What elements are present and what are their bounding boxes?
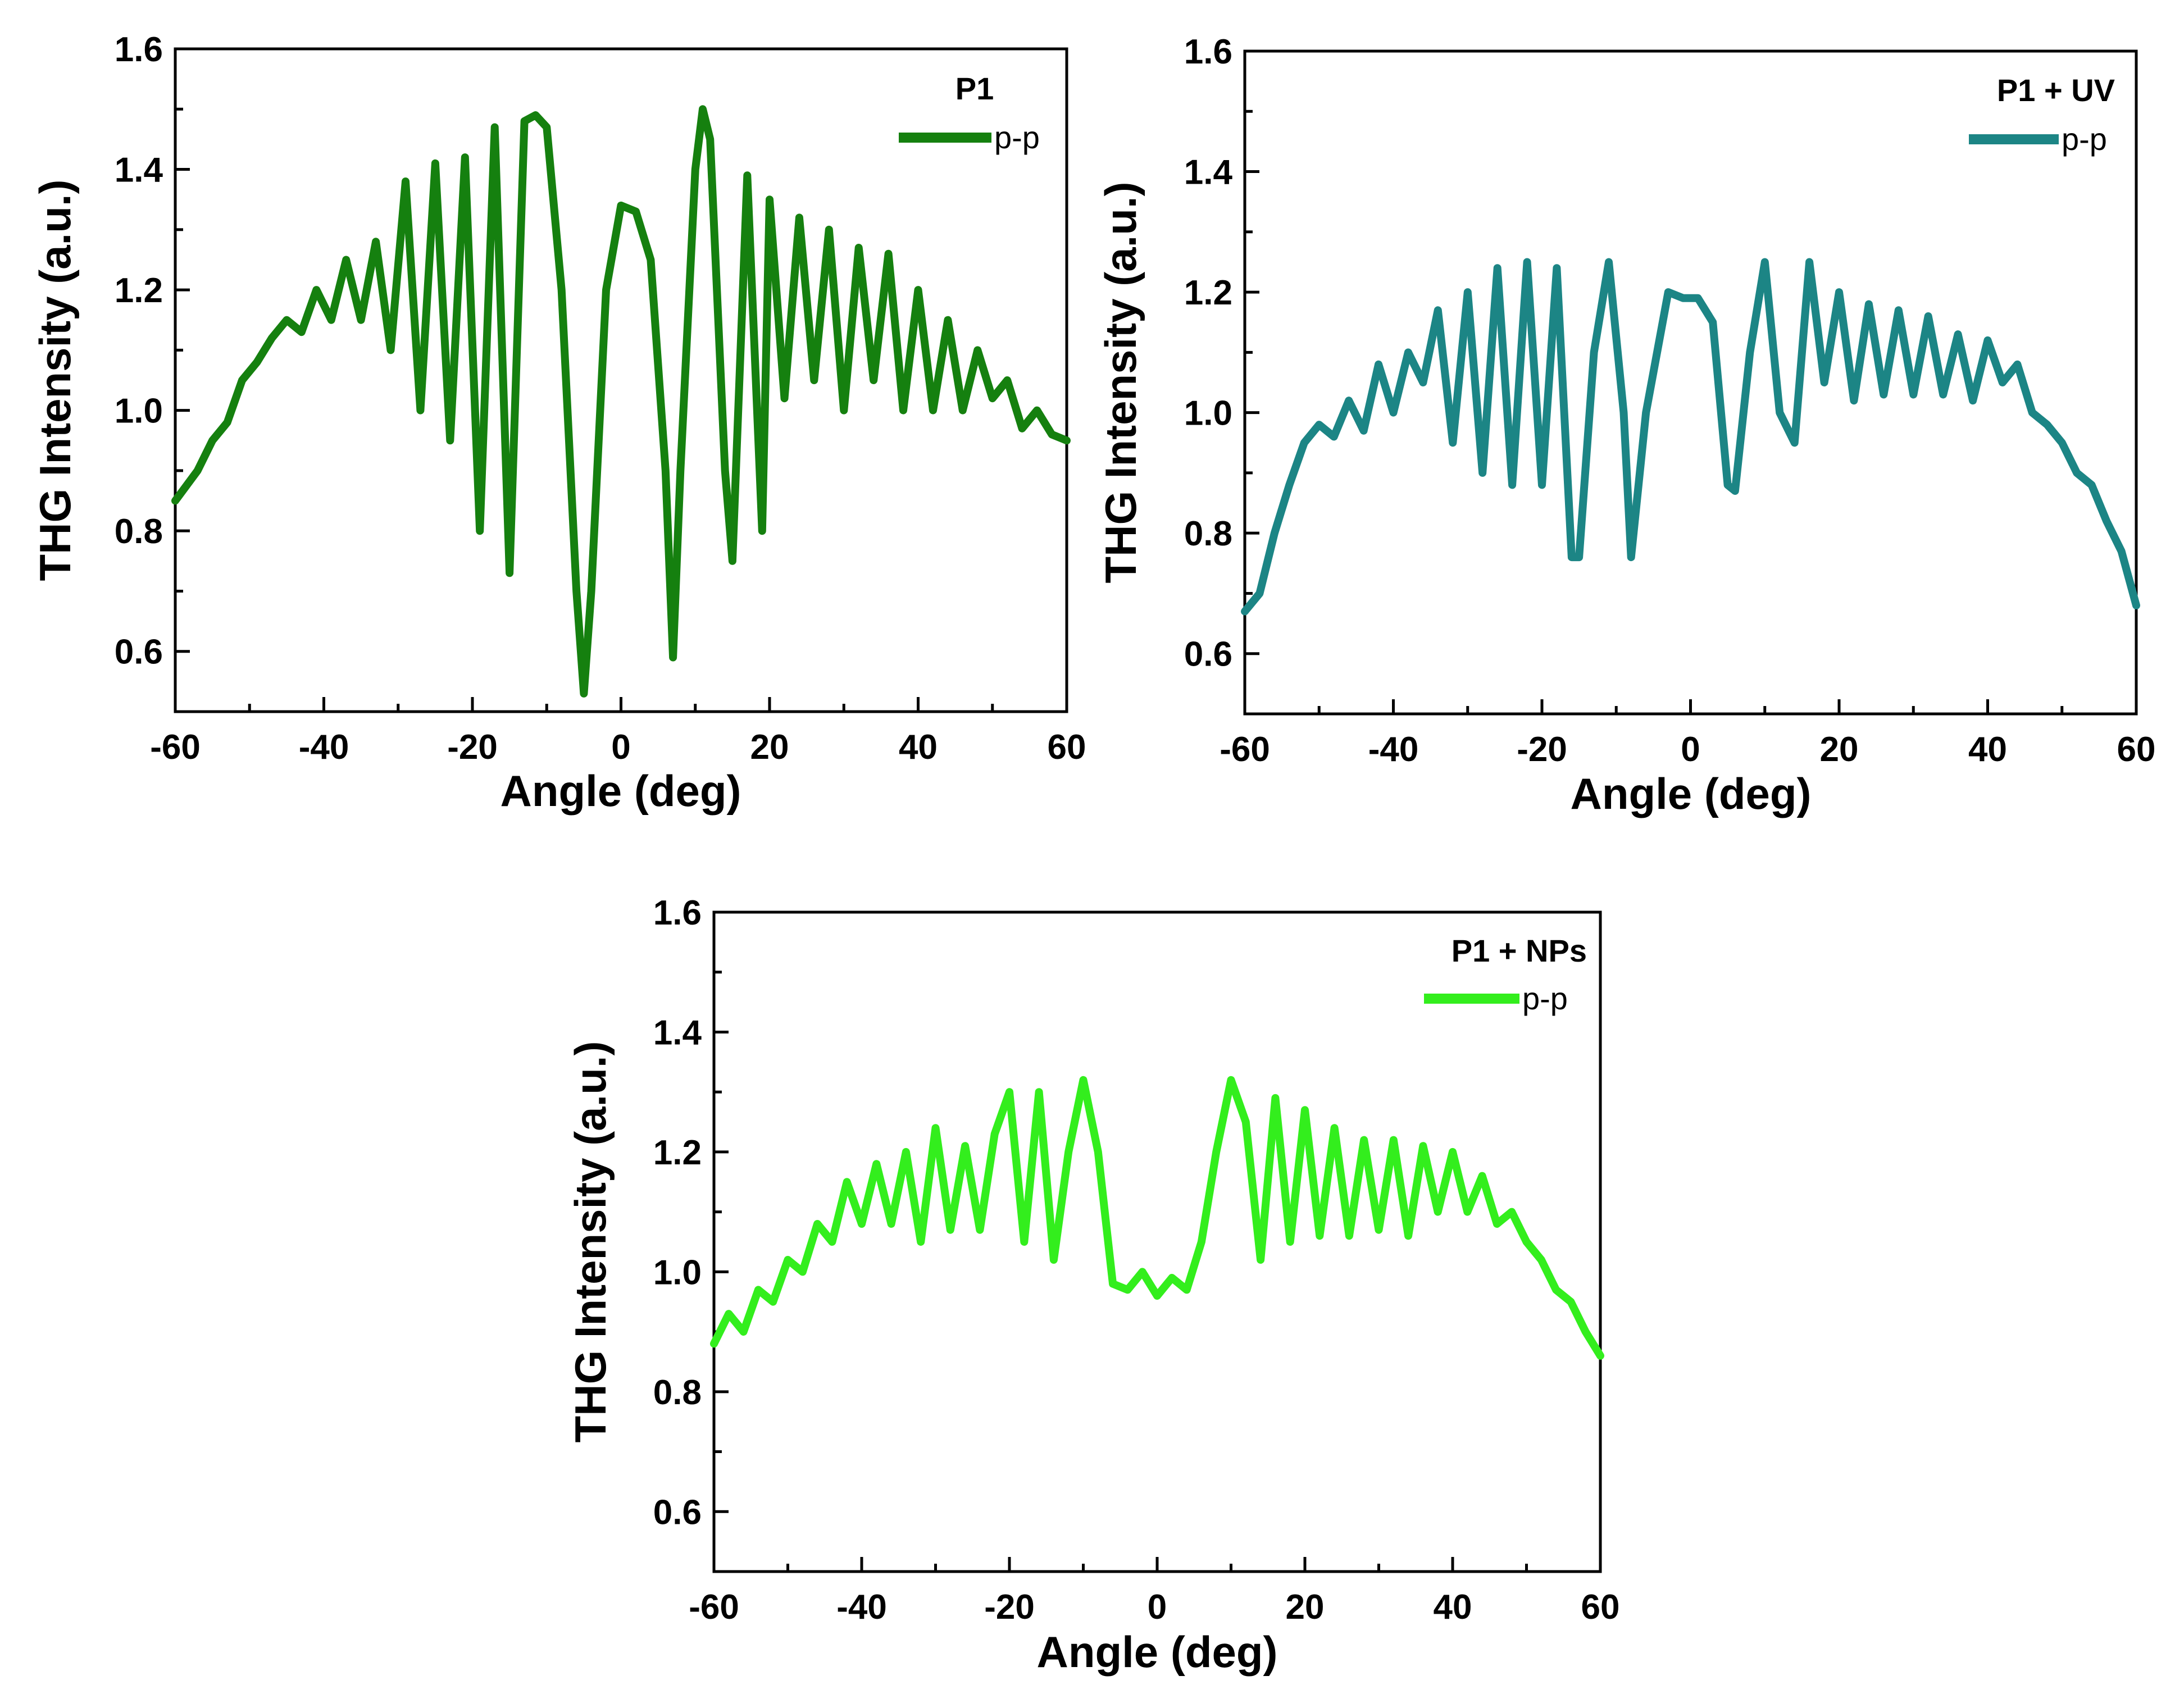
y-tick-label: 0.8 <box>115 512 163 551</box>
x-tick-label: -20 <box>984 1588 1035 1627</box>
x-axis-title: Angle (deg) <box>1571 769 1812 818</box>
series-group <box>1241 258 2140 616</box>
x-tick-label: 40 <box>1434 1588 1472 1627</box>
y-tick-label: 1.6 <box>1184 33 1232 71</box>
panel-p1-uv: -60 -40 -20 0 20 40 60 0.6 0.8 1.0 1.2 1.4 1.6 Angle… <box>1096 33 2155 818</box>
axis-ticks: -60 -40 -20 0 20 40 60 0.6 0.8 1.0 1.2 1.4 1.6 <box>115 30 1086 767</box>
y-tick-label: 0.6 <box>115 633 163 672</box>
x-tick-label: 60 <box>1048 728 1086 767</box>
panel-p1: -60 -40 -20 0 20 40 60 0.6 0.8 1.0 1.2 1.4 1.6 Angle… <box>30 30 1086 816</box>
legend: P1 + UV p-p <box>1969 72 2115 157</box>
legend-label: p-p <box>994 120 1040 155</box>
y-axis-title: THG Intensity (a.u.) <box>30 179 80 581</box>
x-tick-label: -60 <box>150 728 201 767</box>
y-tick-label: 1.2 <box>1184 274 1232 312</box>
axis-ticks: -60 -40 -20 0 20 40 60 0.6 0.8 1.0 1.2 1.4 1.6 <box>653 894 1620 1627</box>
legend-title: P1 + UV <box>1997 72 2115 108</box>
legend: P1 p-p <box>899 71 1040 155</box>
legend: P1 + NPs p-p <box>1424 933 1587 1016</box>
y-axis-title: THG Intensity (a.u.) <box>1096 181 1145 583</box>
x-tick-label: 0 <box>611 728 630 767</box>
y-tick-label: 1.6 <box>115 30 163 69</box>
x-tick-label: 0 <box>1681 730 1700 769</box>
y-axis-title: THG Intensity (a.u.) <box>566 1041 615 1442</box>
x-axis-title: Angle (deg) <box>1037 1627 1278 1677</box>
series-group <box>171 105 1071 698</box>
y-tick-label: 0.6 <box>653 1493 702 1532</box>
y-tick-label: 0.6 <box>1184 635 1232 674</box>
x-tick-label: 0 <box>1148 1588 1167 1627</box>
y-tick-label: 0.8 <box>1184 514 1232 553</box>
axis-ticks: -60 -40 -20 0 20 40 60 0.6 0.8 1.0 1.2 1.4 1.6 <box>1184 33 2156 769</box>
y-tick-label: 1.6 <box>653 894 702 932</box>
x-tick-label: -20 <box>447 728 498 767</box>
y-tick-label: 1.4 <box>1184 153 1233 192</box>
panel-p1-nps: -60 -40 -20 0 20 40 60 0.6 0.8 1.0 1.2 1.4 1.6 Angle… <box>566 894 1619 1677</box>
y-tick-label: 0.8 <box>653 1373 702 1412</box>
y-tick-label: 1.0 <box>1184 394 1232 433</box>
y-tick-label: 1.2 <box>653 1133 702 1172</box>
x-tick-label: -60 <box>1220 730 1270 769</box>
series-line-p-p <box>1241 258 2140 616</box>
x-tick-label: 20 <box>1286 1588 1325 1627</box>
x-tick-label: 40 <box>1968 730 2007 769</box>
y-tick-label: 1.0 <box>653 1253 702 1292</box>
x-tick-label: -20 <box>1517 730 1567 769</box>
y-tick-label: 1.0 <box>115 392 163 431</box>
y-tick-label: 1.2 <box>115 271 163 310</box>
x-tick-label: 40 <box>899 728 938 767</box>
y-tick-label: 1.4 <box>115 151 163 190</box>
series-line-p-p <box>710 1076 1604 1360</box>
x-tick-label: 20 <box>1820 730 1859 769</box>
x-tick-label: -60 <box>689 1588 739 1627</box>
series-line-p-p <box>171 105 1071 698</box>
series-group <box>710 1076 1604 1360</box>
legend-title: P1 + NPs <box>1452 933 1587 968</box>
x-tick-label: -40 <box>299 728 349 767</box>
x-tick-label: -40 <box>1368 730 1419 769</box>
legend-label: p-p <box>2062 121 2107 157</box>
x-axis-title: Angle (deg) <box>501 766 741 816</box>
x-tick-label: -40 <box>836 1588 887 1627</box>
legend-title: P1 <box>956 71 994 106</box>
x-tick-label: 20 <box>750 728 789 767</box>
x-tick-label: 60 <box>1581 1588 1620 1627</box>
x-tick-label: 60 <box>2117 730 2156 769</box>
y-tick-label: 1.4 <box>653 1013 702 1052</box>
legend-label: p-p <box>1522 981 1568 1016</box>
